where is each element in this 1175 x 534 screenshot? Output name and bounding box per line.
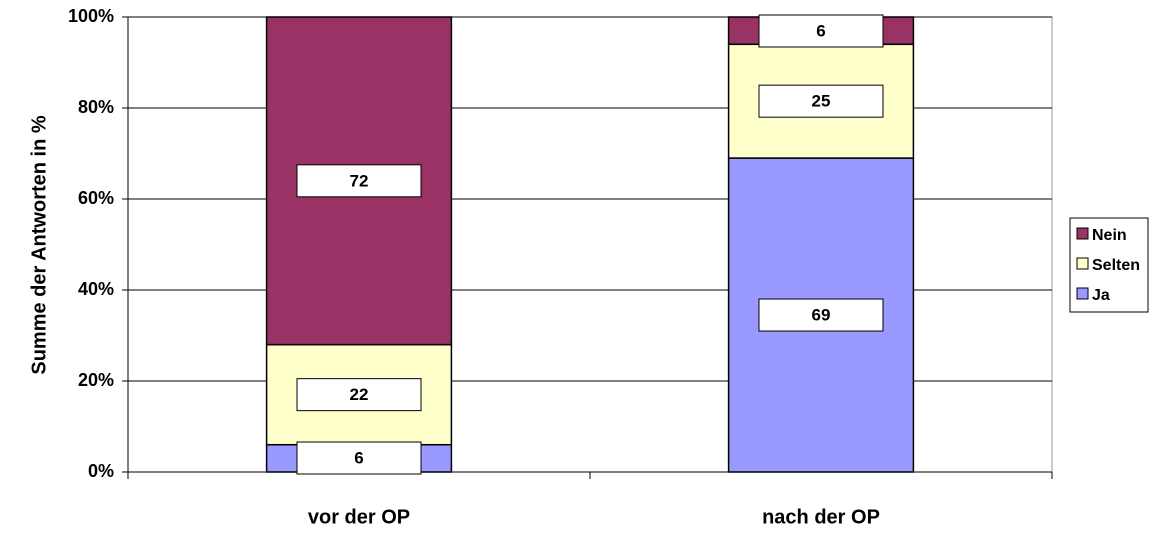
x-tick-label: nach der OP xyxy=(762,506,880,528)
data-label: 25 xyxy=(812,92,831,111)
y-tick-label: 60% xyxy=(78,188,114,208)
data-label: 22 xyxy=(350,385,369,404)
data-label-box xyxy=(296,441,422,475)
y-tick-label: 80% xyxy=(78,97,114,117)
data-label-box xyxy=(758,14,884,48)
data-label: 6 xyxy=(354,448,363,467)
legend-swatch xyxy=(1076,227,1089,240)
legend-label: Nein xyxy=(1092,227,1127,244)
data-label-box xyxy=(296,164,422,198)
legend-swatch xyxy=(1076,257,1089,270)
data-label: 72 xyxy=(350,171,369,190)
data-label: 6 xyxy=(816,21,825,40)
legend-label: Ja xyxy=(1092,287,1110,304)
legend-label: Selten xyxy=(1092,257,1140,274)
data-label-box xyxy=(296,378,422,412)
legend-swatch xyxy=(1076,287,1089,300)
data-label-box xyxy=(758,84,884,118)
y-tick-label: 0% xyxy=(88,461,114,481)
data-label-box xyxy=(758,298,884,332)
data-label: 69 xyxy=(812,306,831,325)
x-tick-label: vor der OP xyxy=(308,506,410,528)
y-axis-title: Summe der Antworten in % xyxy=(28,115,50,375)
y-tick-label: 100% xyxy=(68,6,114,26)
y-tick-label: 20% xyxy=(78,370,114,390)
y-tick-label: 40% xyxy=(78,279,114,299)
